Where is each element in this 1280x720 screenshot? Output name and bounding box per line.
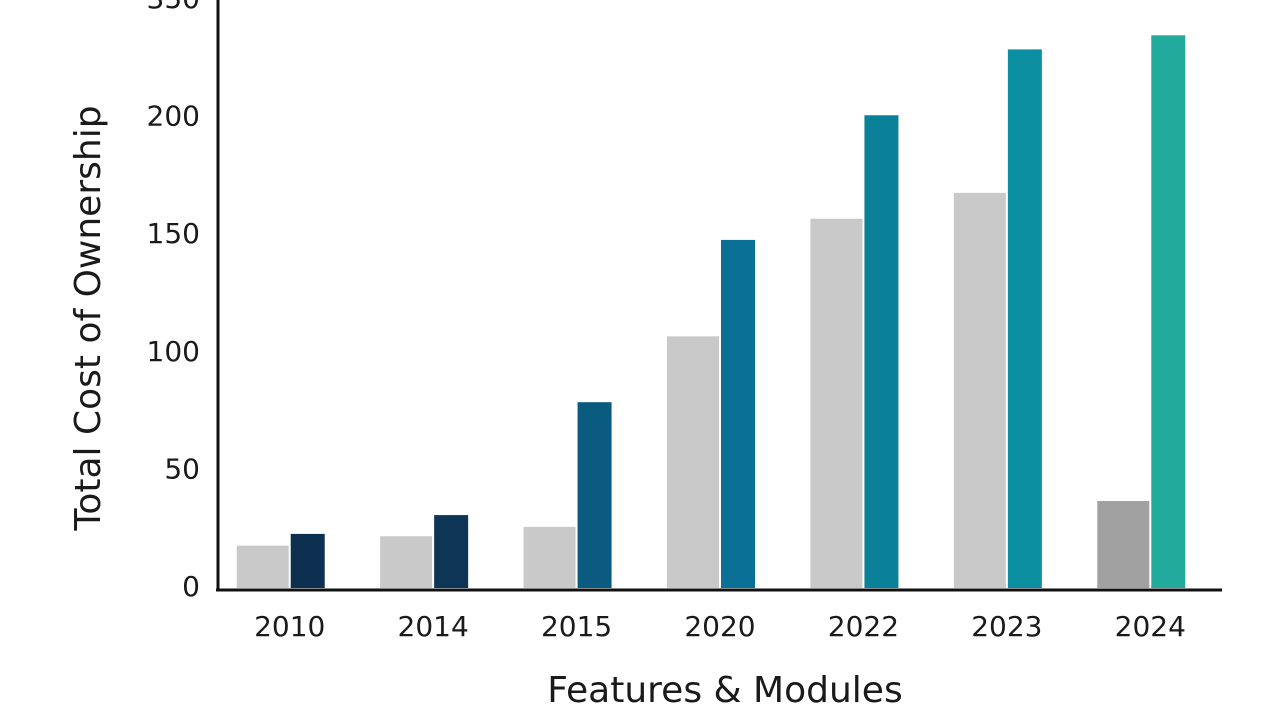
x-axis-title: Features & Modules — [547, 670, 902, 711]
y-tick-label: 200 — [147, 100, 200, 133]
x-tick-label: 2024 — [1115, 610, 1186, 643]
x-tick-label: 2010 — [254, 610, 325, 643]
bar — [1097, 500, 1150, 588]
y-tick-label: 0 — [182, 570, 200, 603]
bar — [577, 402, 612, 588]
bar — [864, 115, 899, 589]
bar — [380, 536, 433, 588]
bar — [1151, 35, 1186, 588]
bar — [1007, 49, 1042, 589]
x-tick-label: 2014 — [398, 610, 469, 643]
y-tick-label: 150 — [147, 217, 200, 250]
y-tick-label: 350 — [147, 0, 200, 15]
y-tick-label: 100 — [147, 335, 200, 368]
bar — [290, 533, 325, 588]
bar — [667, 336, 719, 588]
x-tick-label: 2022 — [828, 610, 899, 643]
bar — [810, 218, 863, 588]
x-tick-label: 2020 — [684, 610, 755, 643]
bar — [523, 526, 576, 588]
bar — [236, 545, 289, 588]
x-tick-label: 2023 — [971, 610, 1042, 643]
y-axis-title: Total Cost of Ownership — [68, 105, 109, 531]
bar — [953, 192, 1006, 588]
bar — [721, 239, 755, 589]
x-tick-label: 2015 — [541, 610, 612, 643]
y-tick-label: 50 — [164, 452, 200, 485]
bar — [434, 515, 469, 588]
